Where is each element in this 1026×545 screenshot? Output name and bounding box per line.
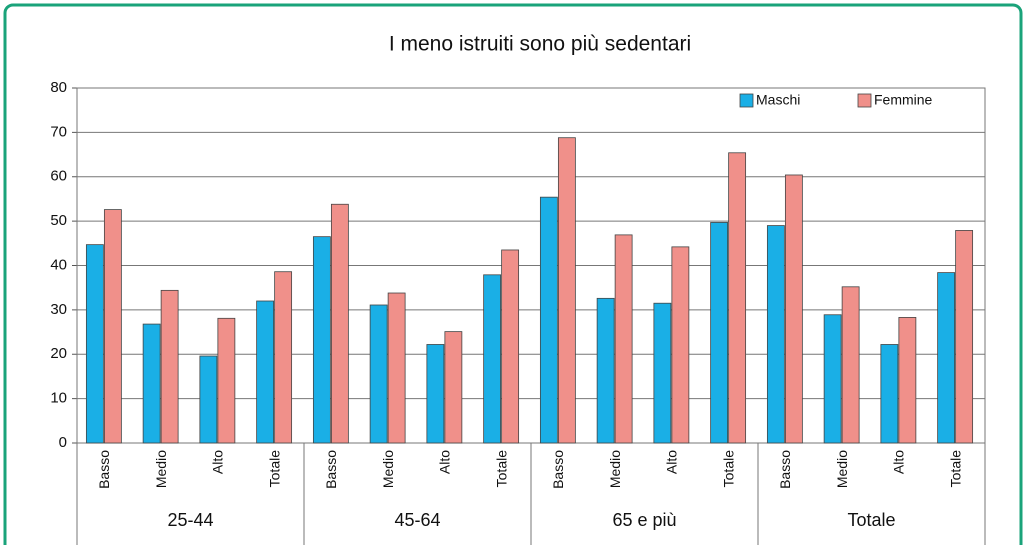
bar [539, 196, 558, 444]
bar [199, 355, 218, 444]
x-tick-label: Totale [947, 450, 963, 488]
y-tick-label: 40 [50, 256, 67, 273]
bar [160, 289, 179, 444]
y-tick-label: 60 [50, 168, 67, 185]
bar [103, 209, 122, 444]
bar [955, 230, 974, 444]
bar [426, 344, 445, 444]
x-tick-label: Alto [210, 450, 226, 474]
x-tick-label: Alto [437, 450, 453, 474]
bar [841, 286, 860, 444]
x-tick-label: Totale [720, 450, 736, 488]
bar [312, 236, 331, 444]
bar [784, 174, 803, 444]
bar [274, 271, 293, 444]
x-tick-label: Totale [493, 450, 509, 488]
y-tick-label: 0 [59, 434, 67, 451]
x-tick-label: Medio [380, 450, 396, 488]
x-tick-label: Alto [664, 450, 680, 474]
bar [142, 323, 161, 444]
legend-swatch [739, 93, 754, 108]
legend-swatch [857, 93, 872, 108]
bar [483, 274, 502, 444]
y-tick-label: 10 [50, 390, 67, 407]
legend-label: Maschi [756, 92, 800, 108]
x-tick-label: Medio [153, 450, 169, 488]
bar [85, 244, 104, 444]
bar [557, 137, 576, 444]
bar [387, 292, 406, 444]
group-label: 25-44 [167, 510, 213, 530]
group-label: 45-64 [394, 510, 440, 530]
bar [898, 317, 917, 444]
bar [653, 302, 672, 444]
bar [330, 203, 349, 444]
x-tick-label: Basso [550, 450, 566, 489]
legend-label: Femmine [874, 92, 933, 108]
bar [710, 222, 729, 444]
bar [671, 246, 690, 444]
group-label: 65 e più [612, 510, 676, 530]
x-tick-label: Alto [891, 450, 907, 474]
bar [823, 314, 842, 444]
bar [766, 225, 785, 444]
bar [880, 344, 899, 444]
chart-title: I meno istruiti sono più sedentari [389, 33, 691, 56]
bar [501, 249, 520, 444]
bar [369, 304, 388, 444]
x-tick-label: Basso [96, 450, 112, 489]
x-tick-label: Medio [607, 450, 623, 488]
y-tick-label: 30 [50, 301, 67, 318]
y-tick-label: 20 [50, 345, 67, 362]
bar [937, 272, 956, 444]
x-tick-label: Medio [834, 450, 850, 488]
y-tick-label: 50 [50, 212, 67, 229]
x-tick-label: Basso [777, 450, 793, 489]
bar [217, 317, 236, 444]
y-tick-label: 80 [50, 79, 67, 96]
x-tick-label: Totale [266, 450, 282, 488]
group-label: Totale [847, 510, 895, 530]
bar [728, 152, 747, 444]
bar [444, 331, 463, 444]
x-tick-label: Basso [323, 450, 339, 489]
bar [256, 300, 275, 444]
bar [614, 234, 633, 444]
bar [596, 297, 615, 444]
y-tick-label: 70 [50, 123, 67, 140]
